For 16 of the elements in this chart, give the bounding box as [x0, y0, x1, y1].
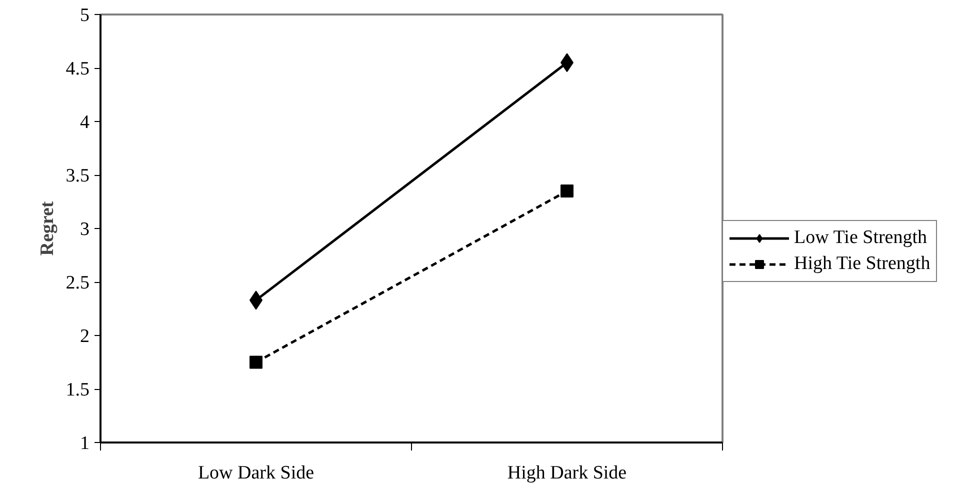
- y-tick-label: 4: [80, 112, 90, 133]
- point: [250, 356, 262, 369]
- y-tick-label: 3.5: [66, 166, 90, 186]
- x-tick-label: Low Dark Side: [198, 462, 314, 484]
- y-tick-label: 1: [80, 433, 90, 454]
- y-tick-label: 2: [80, 326, 90, 347]
- point: [560, 184, 574, 198]
- y-axis-title: Regret: [36, 200, 58, 256]
- x-tick-label: High Dark Side: [507, 462, 627, 484]
- y-tick-label: 2.5: [66, 272, 90, 294]
- y-tick-label: 5: [80, 5, 90, 26]
- y-tick-label: 4.5: [66, 58, 90, 80]
- legend-label: Low Tie Strength: [794, 227, 928, 249]
- legend-label: High Tie Strength: [794, 253, 930, 275]
- y-tick-label: 1.5: [66, 380, 90, 400]
- y-tick-label: 3: [80, 219, 90, 240]
